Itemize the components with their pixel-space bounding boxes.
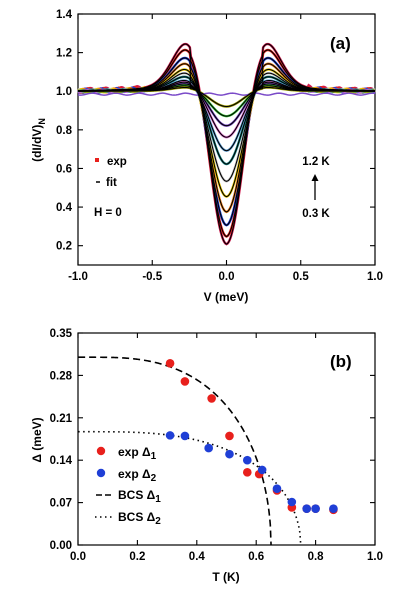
bcs-delta1-line [78,356,272,546]
panel-b-xtick-label: 1.0 [367,551,383,563]
panel-b-xtick-label: 0.4 [189,551,206,563]
legend-exp-delta1-base: exp Δ [118,445,151,459]
panel-b-xtick-label: 0.0 [70,551,86,563]
temp-low-label: 0.3 K [302,208,330,220]
panel-a-xtick-label: 0.0 [219,271,235,283]
panel-b-ytick-label: 0.00 [50,540,72,552]
panel-b: 0.0 0.2 0.4 0.6 0.8 1.0 0.00 0.07 0.14 0.21 0.28 0.… [30,328,383,584]
field-annotation: H = 0 [94,207,122,219]
legend-exp-delta2-label: exp Δ2 [118,467,157,484]
legend-bcs-delta2-base: BCS Δ [118,510,156,524]
exp-delta1-point [165,358,175,368]
panel-a-xtick-label: 0.5 [293,271,310,283]
panel-a-ytick-label: 1.2 [56,48,72,60]
panel-a-ytick-label: 1.0 [56,86,72,98]
panel-b-frame [77,332,376,546]
legend-exp-label: exp [107,156,127,168]
legend-exp-delta2-sub: 2 [151,473,157,484]
exp-delta2-point [257,465,267,475]
exp-delta1-point [207,394,216,403]
panel-b-ytick-label: 0.28 [50,370,73,382]
panel-b-ytick-label: 0.07 [50,498,72,510]
panel-b-ytick-label: 0.35 [50,328,73,340]
panel-a: -1.0 -0.5 0.0 0.5 1.0 0.2 0.4 0.6 0.8 1.0 1.2 1.4 (… [30,9,383,304]
exp-delta2-point [302,504,311,513]
panel-b-ytick-label: 0.21 [50,413,73,425]
legend-exp-delta1-label: exp Δ1 [118,445,157,462]
temp-high-label: 1.2 K [302,156,330,168]
fit-curve [77,57,376,226]
panel-b-tag: (b) [330,352,352,371]
exp-curve [77,48,376,238]
exp-delta2-point [329,504,338,513]
panel-b-xtick-label: 0.6 [248,551,264,563]
panel-b-ylabel: Δ (meV) [30,417,44,462]
exp-delta2-point [165,431,175,440]
legend-bcs-delta1-base: BCS Δ [118,488,156,502]
exp-curve [77,56,376,227]
legend-exp-delta2-base: exp Δ [118,467,151,481]
panel-a-xlabel: V (meV) [204,290,249,304]
panel-b-points [165,358,338,515]
fit-curve [77,86,376,108]
temp-arrow-head [311,174,319,181]
panel-a-axes: -1.0 -0.5 0.0 0.5 1.0 0.2 0.4 0.6 0.8 1.0 1.2 1.4 [56,9,383,283]
panel-a-tag: (a) [330,34,351,53]
exp-delta2-point [311,504,320,513]
exp-curve [77,42,376,246]
exp-delta1-point [242,468,252,477]
legend-bcs-delta1-sub: 1 [155,494,161,505]
legend-exp-delta1-marker [96,446,106,456]
panel-b-xlabel: T (K) [212,570,239,584]
legend-bcs-delta2-label: BCS Δ2 [118,510,161,527]
panel-b-ytick-label: 0.14 [50,455,73,467]
panel-a-ytick-label: 0.2 [56,241,72,253]
panel-b-xtick-label: 0.2 [129,551,145,563]
legend-bcs-delta1-label: BCS Δ1 [118,488,161,505]
panel-a-ylabel-main: (dI/dV) [30,125,44,162]
panel-a-xtick-label: 1.0 [367,271,383,283]
panel-a-xtick-label: -0.5 [142,271,162,283]
legend-exp-delta2-marker [96,468,106,478]
panel-b-lines [78,356,302,546]
bcs-delta2-line [78,430,302,546]
panel-b-axes: 0.0 0.2 0.4 0.6 0.8 1.0 0.00 0.07 0.14 0.21 0.28 0.… [50,328,383,563]
panel-b-legend: exp Δ1 exp Δ2 BCS Δ1 BCS Δ2 [95,445,161,527]
fit-curve [77,43,376,245]
legend-fit-label: fit [106,177,117,189]
legend-exp-delta1-sub: 1 [151,451,157,462]
exp-curve-flat [77,92,376,96]
exp-delta2-point [287,497,297,507]
exp-delta2-point [180,431,190,441]
legend-exp-marker [95,158,99,162]
panel-a-xtick-label: -1.0 [68,271,88,283]
exp-delta2-point [272,484,282,493]
fit-curve [77,49,376,238]
panel-a-curves [77,42,376,246]
panel-a-ytick-label: 0.6 [56,163,72,175]
exp-delta2-point [242,455,252,465]
panel-b-xtick-label: 0.8 [308,551,325,563]
panel-a-ylabel: (dI/dV)N [30,118,47,162]
panel-a-ytick-label: 0.8 [56,125,73,137]
panel-a-ylabel-sub: N [37,118,47,125]
exp-delta1-point [225,431,234,441]
panel-a-ytick-label: 1.4 [56,9,73,21]
panel-a-ytick-label: 0.4 [56,202,73,214]
exp-delta2-point [204,443,213,453]
exp-delta1-point [180,377,190,386]
exp-delta2-point [225,449,234,459]
legend-bcs-delta2-sub: 2 [155,516,161,527]
